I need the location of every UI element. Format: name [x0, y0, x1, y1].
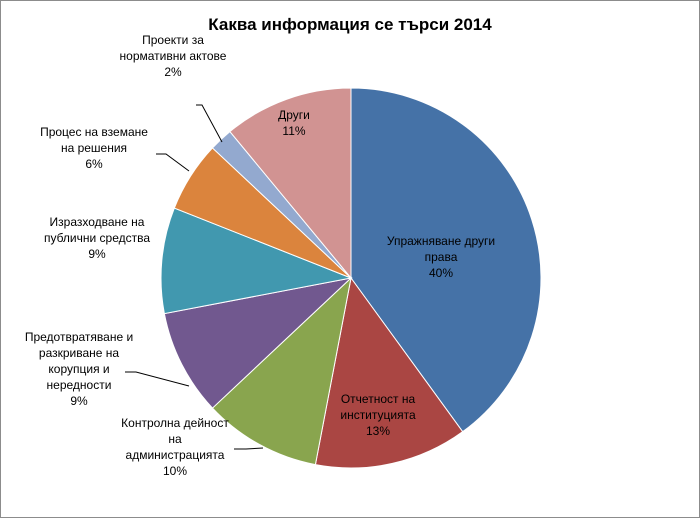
slice-percent: 2%	[164, 65, 182, 79]
slice-percent: 9%	[88, 247, 106, 261]
slice-percent: 11%	[282, 124, 305, 138]
slice-label-line: институцията	[340, 408, 416, 422]
pie-slice-2	[211, 276, 352, 466]
slice-label-line: разкриване на	[39, 346, 120, 360]
slice-label-line: администрацията	[126, 448, 225, 462]
slice-percent: 13%	[366, 424, 390, 438]
slice-label-line: нормативни актове	[120, 49, 227, 63]
slice-label-line: на решения	[61, 141, 127, 155]
slice-label-line: нередности	[47, 378, 112, 392]
leader-line-2	[234, 447, 264, 450]
slice-percent: 9%	[70, 394, 88, 408]
leader-line-6	[196, 104, 223, 143]
slice-percent: 40%	[429, 266, 453, 280]
slice-label-line: права	[425, 250, 458, 264]
chart-title: Каква информация се търси 2014	[208, 15, 492, 34]
slice-percent: 10%	[163, 464, 187, 478]
slice-label-2: Контролна дейност на администрацията 10%	[121, 416, 229, 478]
pie-slice-1	[314, 276, 464, 469]
slice-label-line: Процес на вземане	[40, 125, 148, 139]
slice-label-line: на	[168, 432, 182, 446]
slice-label-line: Изразходване на	[50, 215, 145, 229]
slice-label-line: Контролна дейност	[121, 416, 229, 430]
slice-label-5: Процес на вземане на решения 6%	[40, 125, 148, 171]
pie-slice-4	[160, 207, 353, 315]
slice-label-3: Предотвратяване и разкриване на корупция и…	[25, 330, 133, 408]
slice-label-line: Други	[278, 108, 310, 122]
leader-line-5	[156, 153, 190, 172]
slice-label-line: Предотвратяване и	[25, 330, 133, 344]
pie-slice-0	[350, 87, 542, 433]
slice-label-line: корупция и	[48, 362, 109, 376]
slice-label-6: Проекти за нормативни актове 2%	[120, 33, 227, 79]
slice-label-line: публични средства	[44, 231, 150, 245]
slice-label-4: Изразходване на публични средства 9%	[44, 215, 150, 261]
slice-label-line: Отчетност на	[341, 392, 416, 406]
slice-percent: 6%	[85, 157, 103, 171]
slice-label-7: Други 11%	[278, 108, 310, 138]
pie-slice-7	[229, 87, 352, 280]
leader-line-3	[125, 371, 190, 387]
slice-label-line: Проекти за	[142, 33, 204, 47]
slice-label-1: Отчетност на институцията 13%	[340, 392, 416, 438]
slice-label-line: Упражняване други	[387, 234, 495, 248]
slice-label-0: Упражняване други права 40%	[387, 234, 495, 280]
pie-slice-3	[163, 277, 353, 409]
